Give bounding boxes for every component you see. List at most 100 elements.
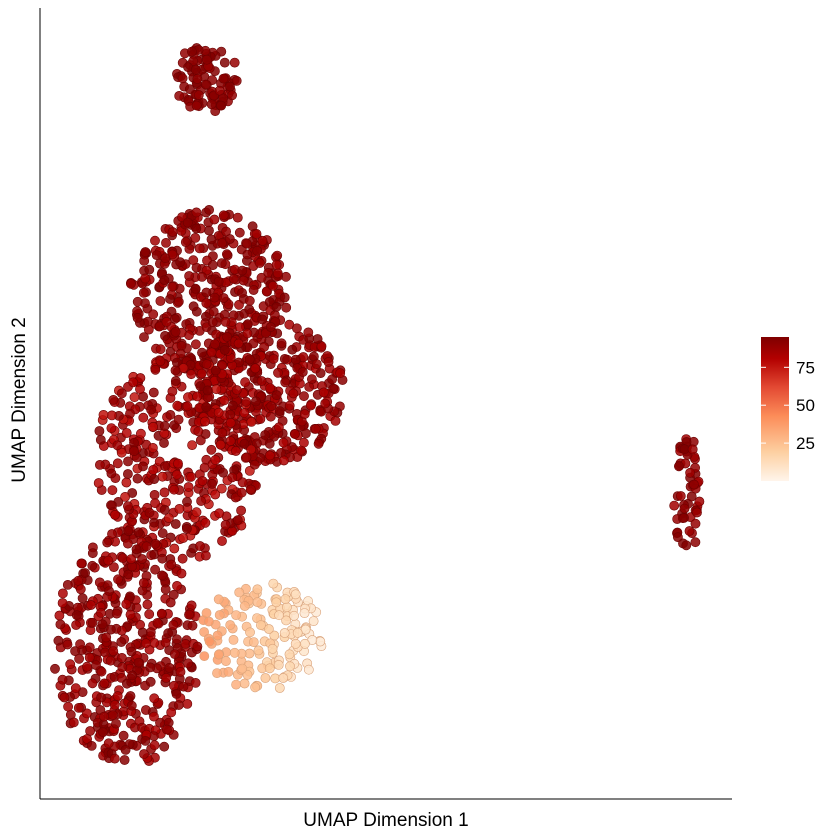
scatter-point — [150, 235, 160, 246]
scatter-point — [161, 316, 172, 327]
scatter-point — [252, 584, 263, 595]
colorbar-tick-label: 75 — [796, 358, 815, 377]
scatter-point — [155, 296, 166, 306]
scatter-point — [173, 414, 184, 425]
scatter-point — [197, 271, 207, 282]
scatter-point — [224, 234, 235, 244]
scatter-point — [686, 491, 697, 502]
scatter-point — [260, 430, 270, 440]
scatter-point — [211, 384, 222, 395]
scatter-point — [70, 683, 81, 694]
scatter-point — [176, 568, 187, 579]
scatter-point — [689, 479, 699, 490]
scatter-point — [299, 608, 310, 618]
scatter-point — [138, 287, 149, 298]
scatter-point — [237, 287, 247, 298]
scatter-point — [227, 472, 238, 483]
scatter-point — [149, 474, 160, 484]
scatter-point — [279, 628, 290, 638]
scatter-point — [178, 681, 189, 692]
scatter-point — [225, 620, 236, 630]
scatter-point — [214, 508, 225, 519]
scatter-point — [125, 609, 136, 620]
scatter-point — [227, 400, 238, 411]
scatter-point — [225, 417, 236, 428]
scatter-point — [684, 526, 695, 536]
scatter-point — [123, 538, 133, 549]
scatter-point — [186, 46, 197, 57]
scatter-point — [96, 608, 106, 618]
scatter-point — [144, 609, 155, 620]
scatter-point — [192, 641, 203, 652]
scatter-point — [165, 409, 176, 420]
scatter-point — [86, 741, 97, 751]
scatter-point — [146, 404, 156, 415]
scatter-point — [274, 610, 284, 621]
scatter-point — [109, 753, 120, 764]
scatter-point — [234, 587, 245, 598]
scatter-point — [127, 670, 138, 681]
scatter-point — [296, 445, 306, 456]
scatter-point — [192, 391, 203, 402]
scatter-point — [287, 344, 298, 355]
scatter-point — [148, 464, 159, 475]
scatter-point — [117, 653, 127, 663]
scatter-point — [135, 373, 146, 383]
scatter-point — [157, 570, 167, 581]
scatter-point — [104, 586, 114, 596]
scatter-point — [299, 391, 309, 402]
scatter-point — [137, 627, 148, 638]
scatter-point — [105, 655, 116, 666]
scatter-point — [271, 390, 282, 401]
scatter-point — [144, 507, 155, 518]
scatter-point — [239, 407, 250, 418]
scatter-point — [112, 440, 123, 451]
scatter-point — [299, 638, 310, 649]
scatter-point — [201, 298, 212, 308]
scatter-point — [125, 691, 136, 701]
scatter-point — [692, 507, 702, 518]
scatter-point — [126, 646, 137, 657]
scatter-point — [75, 584, 86, 595]
scatter-point — [303, 664, 314, 675]
scatter-point — [138, 461, 148, 472]
scatter-point — [308, 616, 319, 626]
scatter-point — [123, 569, 134, 580]
scatter-point — [133, 527, 144, 538]
scatter-point — [241, 238, 252, 249]
scatter-point — [157, 471, 168, 482]
scatter-point — [233, 338, 244, 349]
scatter-point — [109, 562, 119, 572]
scatter-point — [229, 57, 240, 68]
scatter-point — [252, 245, 263, 256]
scatter-point — [106, 468, 117, 479]
scatter-point — [170, 365, 181, 376]
scatter-point — [259, 341, 269, 352]
scatter-point — [121, 428, 132, 438]
scatter-point — [93, 478, 104, 488]
scatter-point — [112, 691, 123, 701]
scatter-point — [73, 703, 84, 713]
scatter-point — [108, 646, 119, 656]
scatter-point — [65, 659, 76, 670]
scatter-point — [200, 311, 211, 322]
scatter-point — [209, 292, 220, 303]
scatter-point — [313, 438, 324, 449]
scatter-point — [149, 489, 160, 500]
scatter-point — [166, 707, 177, 718]
scatter-point — [197, 476, 208, 486]
scatter-point — [306, 374, 317, 384]
scatter-point — [272, 268, 283, 279]
scatter-point — [157, 528, 168, 538]
scatter-point — [238, 275, 249, 286]
scatter-point — [248, 285, 259, 295]
scatter-point — [312, 334, 323, 344]
scatter-point — [204, 225, 214, 236]
scatter-point — [173, 700, 184, 710]
scatter-point — [159, 504, 170, 515]
scatter-point — [207, 478, 217, 489]
scatter-point — [228, 635, 239, 645]
scatter-point — [206, 444, 217, 455]
scatter-point — [195, 541, 205, 551]
scatter-point — [122, 678, 132, 689]
